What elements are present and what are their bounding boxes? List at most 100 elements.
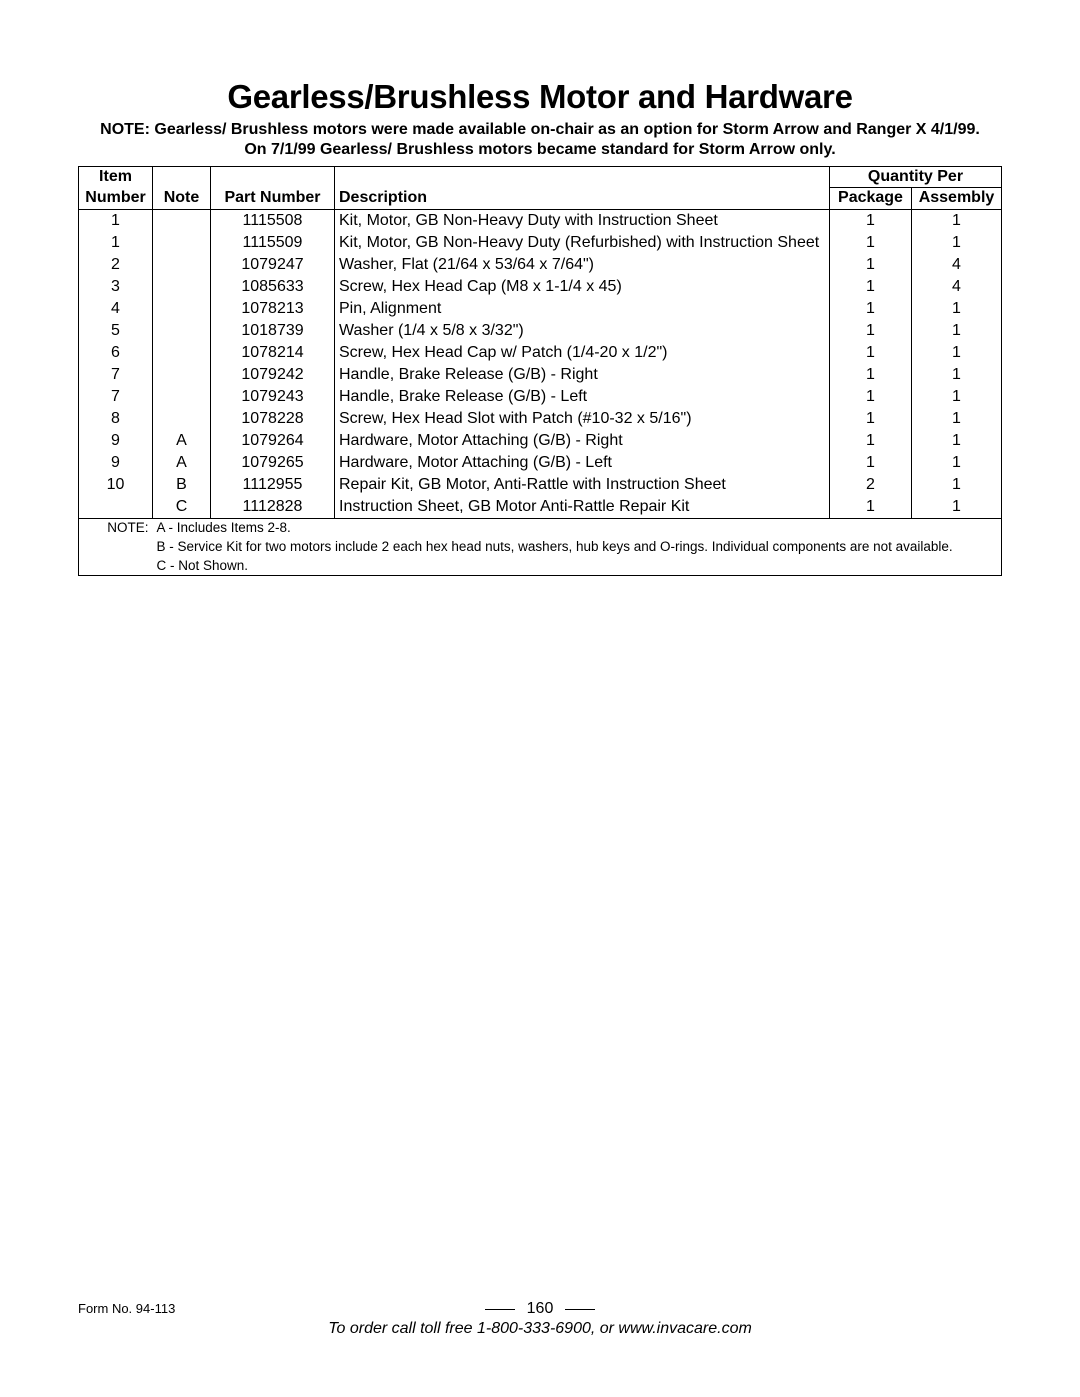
cell-description: Screw, Hex Head Cap (M8 x 1-1/4 x 45) [335, 276, 830, 298]
cell-note: C [153, 496, 211, 519]
th-assembly: Assembly [911, 188, 1001, 209]
cell-item: 1 [79, 232, 153, 254]
th-package: Package [829, 188, 911, 209]
cell-note: A [153, 430, 211, 452]
cell-assembly: 1 [911, 232, 1001, 254]
cell-package: 1 [829, 364, 911, 386]
cell-item: 1 [79, 209, 153, 232]
th-item-number: Number [79, 188, 153, 209]
cell-part-number: 1112955 [211, 474, 335, 496]
th-blank-note [153, 167, 211, 188]
cell-note [153, 298, 211, 320]
footnote-spacer [79, 557, 153, 576]
availability-note: NOTE: Gearless/ Brushless motors were ma… [100, 120, 980, 160]
cell-part-number: 1078228 [211, 408, 335, 430]
cell-description: Handle, Brake Release (G/B) - Left [335, 386, 830, 408]
cell-assembly: 1 [911, 342, 1001, 364]
footnote-row: C - Not Shown. [79, 557, 1002, 576]
parts-table: Item Quantity Per Number Note Part Numbe… [78, 166, 1002, 576]
table-row: 1 1115508Kit, Motor, GB Non-Heavy Duty wi… [79, 209, 1002, 232]
cell-item: 4 [79, 298, 153, 320]
footnote-label: NOTE: [79, 518, 153, 537]
footnote-row: NOTE:A - Includes Items 2-8. [79, 518, 1002, 537]
cell-assembly: 4 [911, 276, 1001, 298]
order-info: To order call toll free 1-800-333-6900, … [78, 1320, 1002, 1338]
table-row: C1112828Instruction Sheet, GB Motor Anti… [79, 496, 1002, 519]
page-footer: Form No. 94-113 160 To order call toll f… [78, 1300, 1002, 1338]
footnote-b: B - Service Kit for two motors include 2… [153, 538, 1002, 557]
cell-part-number: 1078213 [211, 298, 335, 320]
table-row: 41078213Pin, Alignment11 [79, 298, 1002, 320]
page-number: 160 [527, 1300, 554, 1318]
cell-part-number: 1079265 [211, 452, 335, 474]
cell-description: Washer (1/4 x 5/8 x 3/32") [335, 320, 830, 342]
page-rule-right [565, 1309, 595, 1310]
cell-package: 1 [829, 254, 911, 276]
cell-description: Kit, Motor, GB Non-Heavy Duty (Refurbish… [335, 232, 830, 254]
th-note: Note [153, 188, 211, 209]
cell-part-number: 1112828 [211, 496, 335, 519]
th-description: Description [335, 188, 830, 209]
table-row: 9A1079264Hardware, Motor Attaching (G/B)… [79, 430, 1002, 452]
cell-part-number: 1115509 [211, 232, 335, 254]
cell-note [153, 364, 211, 386]
footnote-row: B - Service Kit for two motors include 2… [79, 538, 1002, 557]
cell-item: 10 [79, 474, 153, 496]
footnote-spacer [79, 538, 153, 557]
cell-part-number: 1079247 [211, 254, 335, 276]
cell-description: Washer, Flat (21/64 x 53/64 x 7/64") [335, 254, 830, 276]
cell-description: Instruction Sheet, GB Motor Anti-Rattle … [335, 496, 830, 519]
cell-note [153, 408, 211, 430]
cell-item: 8 [79, 408, 153, 430]
cell-package: 1 [829, 320, 911, 342]
cell-assembly: 1 [911, 386, 1001, 408]
cell-assembly: 1 [911, 452, 1001, 474]
cell-package: 1 [829, 209, 911, 232]
footnote-a: A - Includes Items 2-8. [153, 518, 1002, 537]
table-row: 6 1078214Screw, Hex Head Cap w/ Patch (1/… [79, 342, 1002, 364]
cell-note [153, 342, 211, 364]
cell-description: Kit, Motor, GB Non-Heavy Duty with Instr… [335, 209, 830, 232]
cell-description: Screw, Hex Head Cap w/ Patch (1/4-20 x 1… [335, 342, 830, 364]
cell-item [79, 496, 153, 519]
cell-part-number: 1079242 [211, 364, 335, 386]
cell-part-number: 1079243 [211, 386, 335, 408]
cell-item: 6 [79, 342, 153, 364]
footnote-c: C - Not Shown. [153, 557, 1002, 576]
cell-note [153, 254, 211, 276]
cell-assembly: 1 [911, 496, 1001, 519]
table-row: 9A1079265Hardware, Motor Attaching (G/B)… [79, 452, 1002, 474]
cell-part-number: 1078214 [211, 342, 335, 364]
cell-description: Hardware, Motor Attaching (G/B) - Left [335, 452, 830, 474]
cell-item: 9 [79, 430, 153, 452]
cell-item: 7 [79, 364, 153, 386]
cell-package: 1 [829, 342, 911, 364]
cell-part-number: 1018739 [211, 320, 335, 342]
cell-item: 3 [79, 276, 153, 298]
th-item-line1: Item [79, 167, 153, 188]
cell-description: Repair Kit, GB Motor, Anti-Rattle with I… [335, 474, 830, 496]
cell-description: Pin, Alignment [335, 298, 830, 320]
form-number: Form No. 94-113 [78, 1301, 175, 1316]
cell-assembly: 1 [911, 430, 1001, 452]
page-rule-left [485, 1309, 515, 1310]
cell-description: Hardware, Motor Attaching (G/B) - Right [335, 430, 830, 452]
cell-item: 7 [79, 386, 153, 408]
cell-package: 1 [829, 452, 911, 474]
th-blank-pn [211, 167, 335, 188]
cell-package: 1 [829, 430, 911, 452]
cell-package: 1 [829, 232, 911, 254]
cell-part-number: 1085633 [211, 276, 335, 298]
table-row: 10B1112955Repair Kit, GB Motor, Anti-Rat… [79, 474, 1002, 496]
cell-note [153, 276, 211, 298]
cell-assembly: 1 [911, 364, 1001, 386]
cell-package: 1 [829, 276, 911, 298]
th-part-number: Part Number [211, 188, 335, 209]
th-blank-desc [335, 167, 830, 188]
cell-item: 2 [79, 254, 153, 276]
cell-assembly: 1 [911, 474, 1001, 496]
cell-note [153, 320, 211, 342]
cell-part-number: 1115508 [211, 209, 335, 232]
cell-note [153, 386, 211, 408]
cell-package: 1 [829, 298, 911, 320]
